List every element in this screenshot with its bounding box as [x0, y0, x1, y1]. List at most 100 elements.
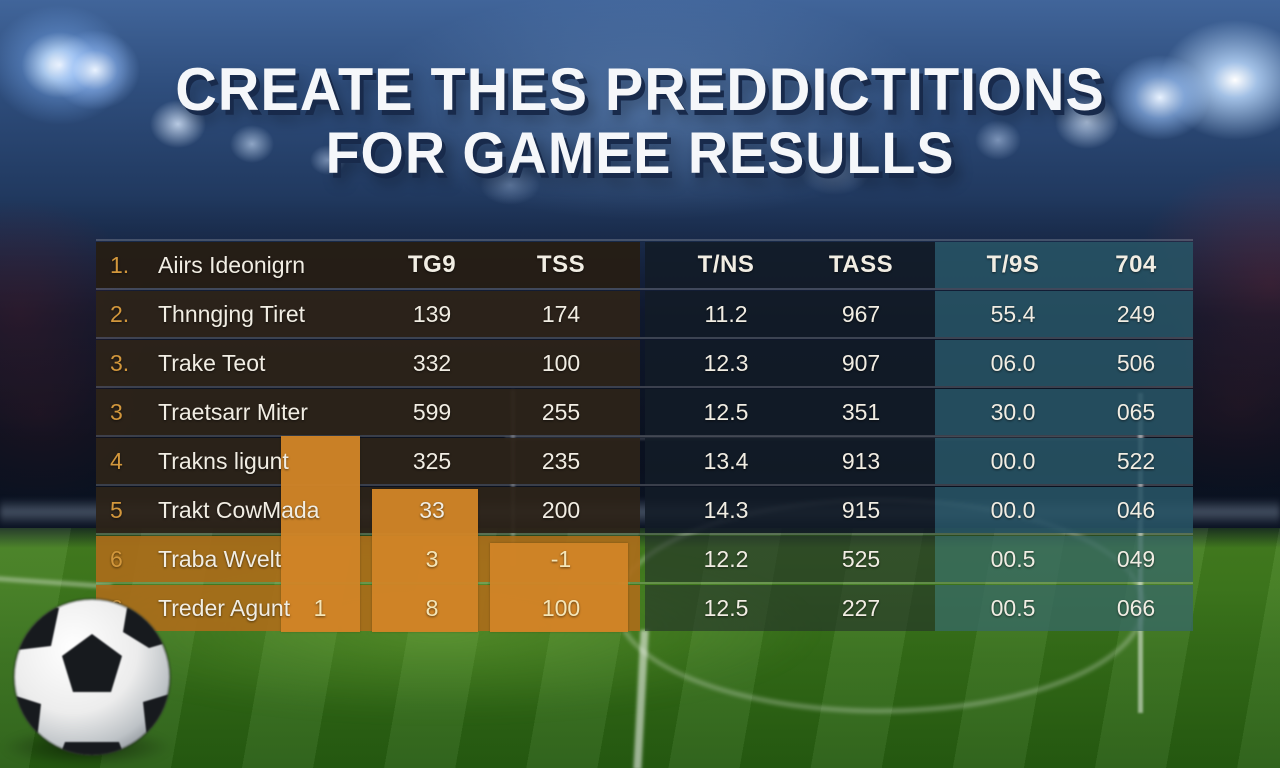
row-background-mid: [645, 291, 935, 337]
predictions-table: 1. Aiirs Ideonigrn TG9 TSS T/NS TASS T/9…: [96, 239, 1193, 634]
floodlight-icon: [975, 120, 1021, 160]
cell-tass: 525: [841, 546, 881, 572]
table-header-row: 1. Aiirs Ideonigrn TG9 TSS T/NS TASS T/9…: [96, 239, 1193, 288]
row-background-right: [935, 536, 1193, 582]
cell-bar1: [260, 487, 380, 533]
row-name: Thnngjng Tiret: [158, 301, 306, 327]
row-background-mid: [645, 242, 935, 288]
cell-tss: 100: [541, 350, 581, 376]
row-background-right: [935, 438, 1193, 484]
column-header-tns: T/NS: [697, 251, 755, 278]
cell-tns: 14.3: [703, 497, 749, 523]
soccer-ball: [2, 588, 182, 768]
column-header-704: 704: [1115, 251, 1157, 278]
floodlight-icon: [1055, 95, 1119, 149]
row-background-left: [96, 291, 640, 337]
row-rank: 3.: [110, 350, 130, 376]
cell-704: 066: [1116, 595, 1156, 621]
table-row: 5 Trakt CowMada 33 200 14.3 915 00.0 046: [96, 484, 1193, 533]
table-row: 3. Trake Teot 332 100 12.3 907 06.0 506: [96, 337, 1193, 386]
page-title: CREATE THES PREDDICTITIONS FOR GAMEE RES…: [0, 56, 1280, 186]
row-name: Traetsarr Miter: [158, 399, 308, 425]
column-header-t9s: T/9S: [986, 251, 1040, 278]
cell-tg9: 33: [419, 497, 445, 523]
table-row: 4 Trakns ligunt 325 235 13.4 913 00.0 522: [96, 435, 1193, 484]
title-line-1: CREATE THES PREDDICTITIONS: [175, 56, 1105, 123]
row-rank: 4: [110, 448, 123, 474]
column-header-tass: TASS: [828, 251, 894, 278]
table-row: 6 Traba Wvelt 3 -1 12.2 525 00.5 049: [96, 533, 1193, 582]
floodlight-icon: [800, 150, 870, 195]
cell-tg9: 8: [425, 595, 439, 621]
row-background-right: [935, 242, 1193, 288]
cell-tss: 255: [541, 399, 581, 425]
row-background-mid: [645, 487, 935, 533]
cell-704: 506: [1116, 350, 1156, 376]
cell-tns: 13.4: [703, 448, 749, 474]
chart-bar: [490, 543, 628, 632]
row-background-mid: [645, 585, 935, 631]
table-row: 2. Thnngjng Tiret 139 174 11.2 967 55.4 249: [96, 288, 1193, 337]
row-background-right: [935, 389, 1193, 435]
cell-tass: 227: [841, 595, 881, 621]
cell-704: 065: [1116, 399, 1156, 425]
row-background-left: [96, 340, 640, 386]
row-background-left: [96, 242, 640, 288]
row-rank: 5: [110, 497, 123, 523]
cell-tns: 12.2: [703, 546, 749, 572]
cell-t9s: 00.5: [990, 546, 1036, 572]
row-background-mid: [645, 536, 935, 582]
row-rank: 2.: [110, 301, 130, 327]
row-name: Trake Teot: [158, 350, 266, 376]
cell-t9s: 55.4: [990, 301, 1036, 327]
row-background-right: [935, 585, 1193, 631]
cell-tass: 913: [841, 448, 881, 474]
floodlight-icon: [310, 145, 346, 175]
cell-tg9: 599: [412, 399, 452, 425]
cell-tss: 174: [541, 301, 581, 327]
cell-tg9: 139: [412, 301, 452, 327]
cell-tass: 907: [841, 350, 881, 376]
floodlight-icon: [50, 30, 140, 110]
row-background-right: [935, 340, 1193, 386]
column-header-tss: TSS: [536, 251, 586, 278]
cell-t9s: 00.0: [990, 448, 1036, 474]
cell-bar1: [260, 291, 380, 337]
row-background-mid: [645, 340, 935, 386]
cell-tss: 100: [541, 595, 581, 621]
cell-t9s: 30.0: [990, 399, 1036, 425]
row-background-left: [96, 389, 640, 435]
cell-bar1: 1: [313, 595, 327, 621]
soccer-ball-icon: [12, 597, 172, 757]
cell-t9s: 00.5: [990, 595, 1036, 621]
row-background-right: [935, 487, 1193, 533]
cell-bar1: [260, 389, 380, 435]
cell-704: 522: [1116, 448, 1156, 474]
cell-bar1: [260, 438, 380, 484]
row-background-right: [935, 291, 1193, 337]
row-rank: 3: [110, 399, 123, 425]
cell-tns: 12.5: [703, 595, 749, 621]
cell-tss: 235: [541, 448, 581, 474]
row-background-mid: [645, 389, 935, 435]
cell-tass: 967: [841, 301, 881, 327]
row-background-mid: [645, 438, 935, 484]
floodlight-icon: [1110, 55, 1210, 140]
cell-704: 046: [1116, 497, 1156, 523]
title-line-2: FOR GAMEE RESULLS: [325, 120, 955, 186]
chart-bar: [281, 436, 360, 632]
row-background-left: [96, 438, 640, 484]
cell-tass: 351: [841, 399, 881, 425]
column-header-tg9: TG9: [407, 251, 457, 278]
cell-bar1: [260, 536, 380, 582]
cell-tass: 915: [841, 497, 881, 523]
row-name: Trakt CowMada: [158, 497, 320, 523]
cell-704: 049: [1116, 546, 1156, 572]
row-name: Trakns ligunt: [158, 448, 289, 474]
chart-bar: [372, 489, 478, 632]
row-background-left: [96, 487, 640, 533]
cell-bar1: [260, 340, 380, 386]
cell-tns: 12.3: [703, 350, 749, 376]
header-rank: 1.: [110, 252, 130, 278]
